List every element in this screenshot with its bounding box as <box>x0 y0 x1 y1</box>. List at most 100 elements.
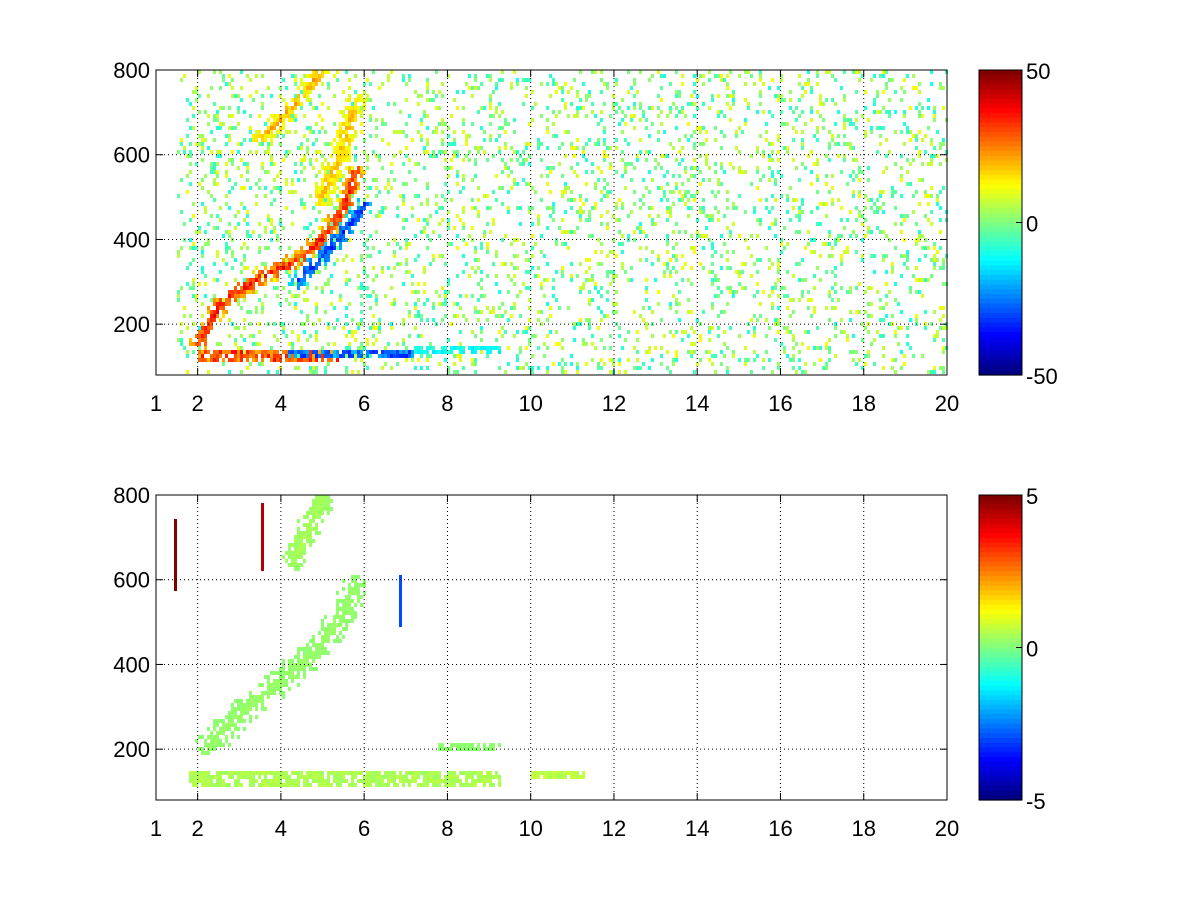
heatmap-cell <box>687 206 690 210</box>
heatmap-cell <box>837 238 840 242</box>
heatmap-cell <box>273 322 276 326</box>
heatmap-cell <box>291 346 294 350</box>
heatmap-cell <box>351 575 354 579</box>
heatmap-cell <box>282 659 285 663</box>
heatmap-cell <box>828 70 831 74</box>
heatmap-cell <box>345 238 348 242</box>
heatmap-cell <box>312 507 315 511</box>
heatmap-cell <box>702 206 705 210</box>
heatmap-cell <box>666 238 669 242</box>
heatmap-cell <box>549 775 552 779</box>
heatmap-cell <box>552 771 555 775</box>
heatmap-cell <box>699 234 702 238</box>
heatmap-cell <box>246 286 249 290</box>
heatmap-cell <box>516 150 519 154</box>
heatmap-cell <box>231 358 234 362</box>
heatmap-cell <box>810 298 813 302</box>
heatmap-cell <box>594 70 597 74</box>
heatmap-cell <box>312 206 315 210</box>
heatmap-cell <box>318 150 321 154</box>
heatmap-cell <box>264 691 267 695</box>
heatmap-cell <box>819 114 822 118</box>
heatmap-cell <box>327 623 330 627</box>
heatmap-cell <box>714 74 717 78</box>
heatmap-cell <box>363 242 366 246</box>
heatmap-cell <box>258 783 261 787</box>
heatmap-cell <box>399 110 402 114</box>
heatmap-cell <box>357 98 360 102</box>
heatmap-cell <box>603 178 606 182</box>
heatmap-cell <box>660 198 663 202</box>
heatmap-cell <box>225 142 228 146</box>
heatmap-cell <box>294 663 297 667</box>
heatmap-cell <box>573 326 576 330</box>
heatmap-cell <box>402 198 405 202</box>
heatmap-cell <box>777 306 780 310</box>
heatmap-cell <box>219 298 222 302</box>
colorbar-segment <box>979 193 1022 200</box>
heatmap-cell <box>216 731 219 735</box>
heatmap-cell <box>324 631 327 635</box>
heatmap-cell <box>711 262 714 266</box>
heatmap-cell <box>495 198 498 202</box>
heatmap-cell <box>606 290 609 294</box>
heatmap-cells <box>174 495 585 787</box>
heatmap-cell <box>876 150 879 154</box>
heatmap-cell <box>447 226 450 230</box>
heatmap-cell <box>906 126 909 130</box>
heatmap-cell <box>561 190 564 194</box>
heatmap-cell <box>681 266 684 270</box>
heatmap-cell <box>261 563 264 567</box>
heatmap-cell <box>831 174 834 178</box>
heatmap-cell <box>612 310 615 314</box>
heatmap-cell <box>183 74 186 78</box>
heatmap-cell <box>480 242 483 246</box>
x-tick-label: 20 <box>935 391 959 416</box>
heatmap-cell <box>657 114 660 118</box>
heatmap-cell <box>366 186 369 190</box>
heatmap-cell <box>555 330 558 334</box>
heatmap-cell <box>585 198 588 202</box>
heatmap-cell <box>594 346 597 350</box>
heatmap-cell <box>336 607 339 611</box>
heatmap-cell <box>255 290 258 294</box>
heatmap-cell <box>252 350 255 354</box>
heatmap-cell <box>198 354 201 358</box>
heatmap-cell <box>318 643 321 647</box>
heatmap-cell <box>303 663 306 667</box>
heatmap-cell <box>390 366 393 370</box>
heatmap-cell <box>621 130 624 134</box>
heatmap-cell <box>834 274 837 278</box>
heatmap-cell <box>816 70 819 74</box>
heatmap-cell <box>720 362 723 366</box>
heatmap-cell <box>306 527 309 531</box>
heatmap-cell <box>336 635 339 639</box>
heatmap-cell <box>180 78 183 82</box>
heatmap-cell <box>234 783 237 787</box>
heatmap-cell <box>345 366 348 370</box>
heatmap-cell <box>663 262 666 266</box>
heatmap-cell <box>273 262 276 266</box>
heatmap-cell <box>390 170 393 174</box>
heatmap-cell <box>354 583 357 587</box>
heatmap-cell <box>279 302 282 306</box>
heatmap-cell <box>906 250 909 254</box>
heatmap-cell <box>351 579 354 583</box>
heatmap-cell <box>792 346 795 350</box>
heatmap-cell <box>363 106 366 110</box>
colorbar-segment <box>979 618 1022 625</box>
heatmap-cell <box>345 623 348 627</box>
heatmap-cell <box>879 230 882 234</box>
heatmap-cell <box>321 775 324 779</box>
heatmap-cell <box>780 174 783 178</box>
heatmap-cell <box>312 254 315 258</box>
heatmap-cell <box>594 206 597 210</box>
heatmap-cell <box>576 210 579 214</box>
heatmap-cell <box>288 663 291 667</box>
heatmap-cell <box>321 346 324 350</box>
heatmap-cell <box>696 234 699 238</box>
heatmap-cell <box>690 310 693 314</box>
heatmap-cell <box>318 194 321 198</box>
heatmap-cell <box>315 354 318 358</box>
heatmap-cell <box>240 775 243 779</box>
